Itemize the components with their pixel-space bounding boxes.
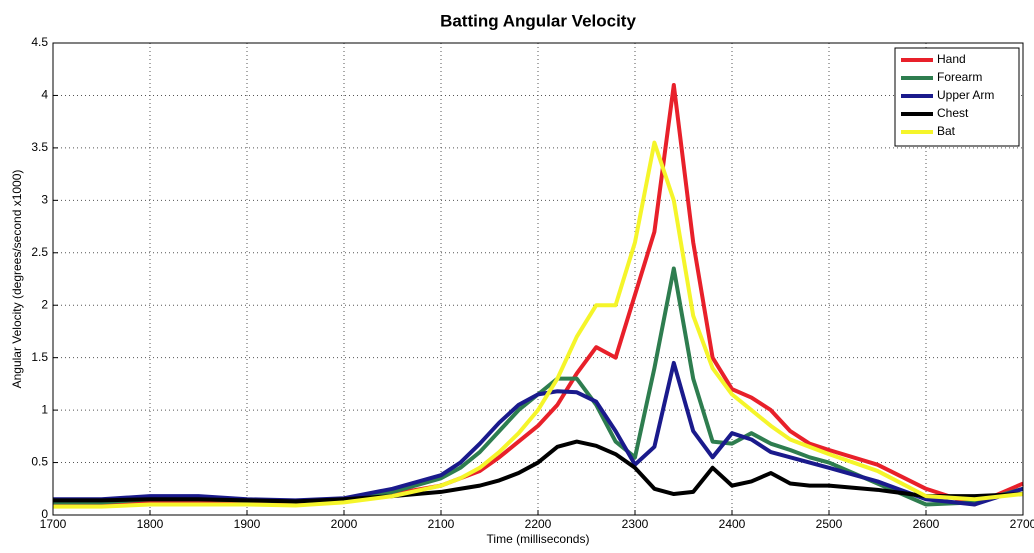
y-tick-label: 4 [41, 88, 48, 102]
y-tick-label: 3.5 [31, 140, 48, 154]
legend-label: Upper Arm [937, 88, 994, 102]
y-tick-label: 2.5 [31, 245, 48, 259]
legend-box [894, 47, 1020, 147]
chart-title: Batting Angular Velocity [440, 11, 636, 30]
legend-label: Chest [937, 106, 969, 120]
x-tick-label: 2600 [913, 517, 940, 531]
x-tick-label: 2000 [331, 517, 358, 531]
y-tick-label: 0 [41, 507, 48, 521]
plot-frame [52, 42, 1024, 516]
x-tick-label: 1700 [40, 517, 67, 531]
series-line [53, 439, 1024, 504]
x-tick-label: 2400 [719, 517, 746, 531]
legend-label: Hand [937, 52, 966, 66]
y-tick-label: 3 [41, 193, 48, 207]
x-tick-label: 2200 [525, 517, 552, 531]
x-tick-label: 2700 [1010, 517, 1034, 531]
x-axis-label: Time (milliseconds) [487, 532, 590, 546]
x-tick-label: 2500 [816, 517, 843, 531]
x-tick-label: 2300 [622, 517, 649, 531]
y-tick-label: 2 [41, 297, 48, 311]
x-tick-label: 1900 [234, 517, 261, 531]
legend-label: Bat [937, 124, 956, 138]
x-tick-label: 2100 [428, 517, 455, 531]
y-tick-label: 4.5 [31, 35, 48, 49]
y-axis-label: Angular Velocity (degrees/second x1000) [10, 170, 24, 389]
series-line [53, 140, 1024, 509]
y-tick-label: 1 [41, 402, 48, 416]
legend-label: Forearm [937, 70, 982, 84]
x-tick-label: 1800 [137, 517, 164, 531]
y-tick-label: 0.5 [31, 455, 48, 469]
y-tick-label: 1.5 [31, 350, 48, 364]
